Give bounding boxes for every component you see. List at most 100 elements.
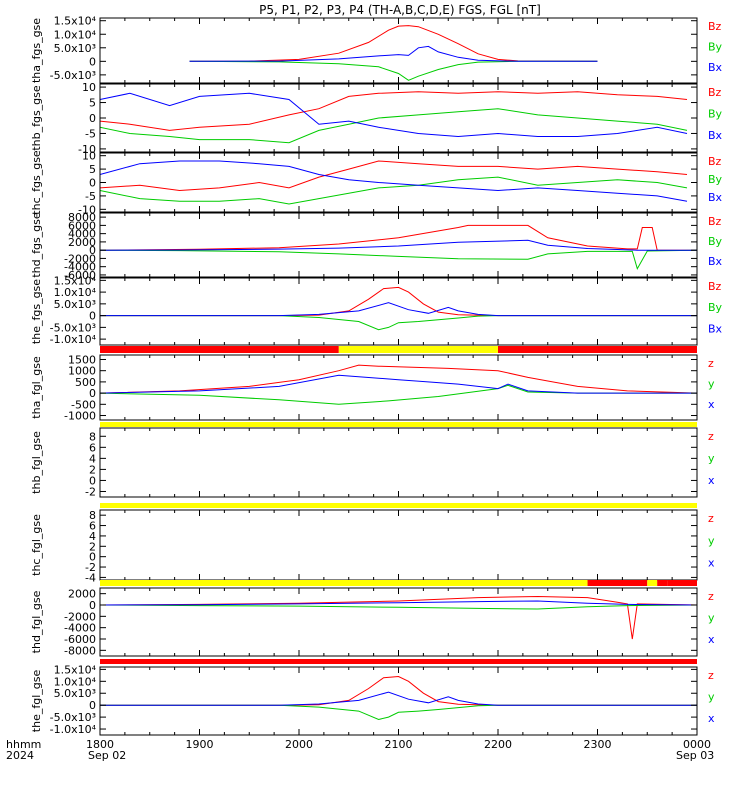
- y-tick-label: -10: [78, 143, 96, 156]
- y-tick-label: 0: [89, 55, 96, 68]
- legend-entry-y: y: [708, 691, 715, 704]
- series-By-line: [99, 176, 688, 205]
- y-tick-label: 1.0x10⁴: [54, 286, 97, 299]
- legend-entry-y: y: [708, 452, 715, 465]
- y-tick-label: -5.0x10³: [50, 321, 96, 334]
- y-axis-label: thc_fgl_gse: [30, 514, 43, 576]
- legend-entry-x: x: [708, 398, 715, 411]
- y-tick-label: -2000: [64, 610, 96, 623]
- y-tick-label: -1000: [64, 410, 96, 423]
- series-Bx-line: [99, 239, 697, 251]
- y-tick-label: 1.5x10⁴: [54, 274, 97, 287]
- series-y-line: [99, 384, 697, 405]
- date-start-label: Sep 02: [88, 749, 126, 762]
- series-y-line: [100, 704, 697, 721]
- legend-entry-Bx: Bx: [708, 322, 723, 335]
- legend-entry-x: x: [708, 712, 715, 725]
- y-tick-label: -6000: [64, 269, 96, 282]
- series-Bz-line: [99, 224, 697, 251]
- y-tick-label: 6: [89, 520, 96, 533]
- legend-entry-By: By: [708, 301, 723, 314]
- series-By-line: [99, 108, 688, 144]
- y-tick-label: 500: [75, 376, 96, 389]
- legend-entry-z: z: [708, 512, 714, 525]
- panel-frame: [99, 427, 698, 498]
- y-axis-label: thb_fgs_gse: [30, 85, 43, 151]
- series-z-line: [100, 675, 697, 706]
- legend-entry-Bz: Bz: [708, 86, 722, 99]
- y-tick-label: -1.0x10⁴: [50, 723, 97, 736]
- y-tick-label: 1.5x10⁴: [54, 663, 97, 676]
- panel-frame: [99, 509, 698, 581]
- y-tick-label: 0: [89, 474, 96, 487]
- time-tick-label: 2000: [285, 738, 313, 751]
- legend-entry-Bx: Bx: [708, 129, 723, 142]
- y-tick-label: 0: [89, 177, 96, 190]
- legend-entry-By: By: [708, 173, 723, 186]
- series-Bz-line: [99, 160, 688, 192]
- legend-entry-By: By: [708, 40, 723, 53]
- legend-entry-x: x: [708, 557, 715, 570]
- status-bar-segment: [498, 346, 697, 353]
- series-By-line: [189, 60, 598, 81]
- y-tick-label: -8000: [64, 644, 96, 657]
- panel-frame: [99, 666, 698, 736]
- y-tick-label: 2: [89, 463, 96, 476]
- y-tick-label: 2000: [68, 236, 96, 249]
- y-axis-label: tha_fgl_gse: [30, 356, 43, 419]
- status-bar-segment: [657, 580, 668, 586]
- time-tick-label: 2300: [584, 738, 612, 751]
- y-tick-label: 8: [89, 430, 96, 443]
- y-tick-label: 1500: [68, 353, 96, 366]
- status-bar-segment: [587, 580, 648, 586]
- legend-entry-Bz: Bz: [708, 215, 722, 228]
- time-tick-label: 0000: [683, 738, 711, 751]
- legend-entry-Bx: Bx: [708, 61, 723, 74]
- time-tick-label: 1900: [186, 738, 214, 751]
- y-tick-label: -6000: [64, 633, 96, 646]
- figure-title: P5, P1, P2, P3, P4 (TH-A,B,C,D,E) FGS, F…: [259, 3, 541, 17]
- time-axis-corner-label: hhmm: [6, 738, 41, 751]
- y-tick-label: -2000: [64, 252, 96, 265]
- y-axis-label: thb_fgl_gse: [30, 431, 43, 494]
- status-bar-segment: [100, 503, 697, 508]
- legend-entry-Bz: Bz: [708, 280, 722, 293]
- legend-entry-z: z: [708, 669, 714, 682]
- legend-entry-y: y: [708, 534, 715, 547]
- panel-frame: [99, 587, 698, 657]
- y-tick-label: 10: [82, 150, 96, 163]
- status-bar-segment: [100, 422, 697, 427]
- y-axis-label: thc_fgs_gse: [30, 150, 43, 215]
- series-z-line: [99, 595, 698, 640]
- y-tick-label: 0: [89, 112, 96, 125]
- legend-entry-Bx: Bx: [708, 255, 723, 268]
- y-tick-label: 4000: [68, 228, 96, 241]
- panel-thb_fgs_gse: 10 5 0 -5 -10 thb_fgs_gse Bz By Bx: [30, 81, 723, 156]
- y-tick-label: -2: [85, 561, 96, 574]
- series-Bz-line: [189, 25, 598, 62]
- y-tick-label: -1.0x10⁴: [50, 333, 97, 346]
- y-tick-label: 4: [89, 530, 96, 543]
- y-tick-label: 2: [89, 540, 96, 553]
- y-tick-label: 0: [89, 699, 96, 712]
- legend-entry-y: y: [708, 612, 715, 625]
- y-axis-label: tha_fgs_gse: [30, 18, 43, 83]
- series-Bx-line: [99, 92, 688, 138]
- y-tick-label: 8: [89, 509, 96, 522]
- legend-entry-Bz: Bz: [708, 155, 722, 168]
- time-tick-label: 2100: [385, 738, 413, 751]
- legend-entry-Bx: Bx: [708, 191, 723, 204]
- y-tick-label: -5.0x10³: [50, 711, 96, 724]
- panel-frame: [99, 354, 698, 421]
- series-z-line: [99, 364, 698, 394]
- series-x-line: [99, 374, 697, 394]
- date-end-label: Sep 03: [676, 749, 714, 762]
- y-axis-label: the_fgs_gse: [30, 279, 43, 344]
- y-axis-label: thd_fgl_gse: [30, 590, 43, 653]
